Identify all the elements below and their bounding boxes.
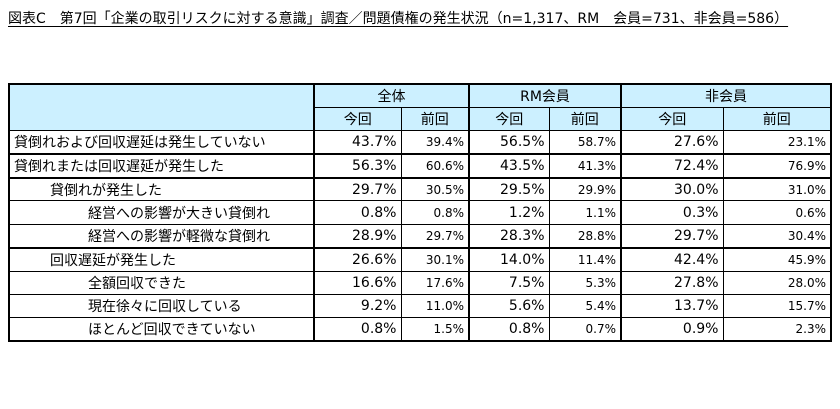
value-cell: 28.0% <box>722 270 832 296</box>
value-cell: 27.8% <box>620 270 724 296</box>
value-cell: 42.4% <box>620 246 724 272</box>
value-cell: 56.5% <box>468 130 550 155</box>
value-cell: 30.4% <box>722 223 832 249</box>
value-cell: 0.8% <box>400 200 470 225</box>
value-cell: 0.3% <box>620 200 724 225</box>
value-cell: 29.7% <box>400 223 470 249</box>
value-cell: 1.1% <box>548 200 622 225</box>
value-cell: 15.7% <box>722 294 832 319</box>
value-cell: 26.6% <box>313 246 402 272</box>
data-row: 回収遅延が発生した 26.6% 30.1% 14.0% 11.4% 42.4% 45.9% <box>8 246 832 272</box>
sub-header: 前回 <box>722 106 832 132</box>
value-cell: 28.3% <box>468 223 550 249</box>
row-label: 全額回収できた <box>8 270 315 296</box>
value-cell: 5.6% <box>468 294 550 319</box>
value-cell: 28.8% <box>548 223 622 249</box>
table: 全体 RM会員 非会員 今回 前回 今回 前回 今回 前回 貸倒れおよび回収遅延は発生していない… <box>8 83 832 343</box>
value-cell: 41.3% <box>548 153 622 179</box>
row-label: 現在徐々に回収している <box>8 294 315 319</box>
value-cell: 30.5% <box>400 176 470 202</box>
value-cell: 60.6% <box>400 153 470 179</box>
value-cell: 9.2% <box>313 294 402 319</box>
row-label: 貸倒れが発生した <box>8 176 315 202</box>
data-row: 貸倒れおよび回収遅延は発生していない 43.7% 39.4% 56.5% 58.7% 27… <box>8 130 832 155</box>
group-header: 全体 <box>313 83 470 108</box>
value-cell: 39.4% <box>400 130 470 155</box>
value-cell: 29.5% <box>468 176 550 202</box>
value-cell: 29.7% <box>620 223 724 249</box>
value-cell: 30.0% <box>620 176 724 202</box>
value-cell: 43.5% <box>468 153 550 179</box>
sub-header: 今回 <box>620 106 724 132</box>
value-cell: 45.9% <box>722 246 832 272</box>
header-row: 今回 前回 今回 前回 今回 前回 <box>9 106 832 132</box>
group-header: RM会員 <box>468 83 622 108</box>
value-cell: 58.7% <box>548 130 622 155</box>
sub-header: 前回 <box>548 106 622 132</box>
value-cell: 56.3% <box>313 153 402 179</box>
value-cell: 72.4% <box>620 153 724 179</box>
value-cell: 29.7% <box>313 176 402 202</box>
value-cell: 1.5% <box>400 317 470 342</box>
group-header: 非会員 <box>620 83 832 108</box>
row-label: 経営への影響が軽微な貸倒れ <box>8 223 315 249</box>
value-cell: 17.6% <box>400 270 470 296</box>
value-cell: 23.1% <box>722 130 832 155</box>
row-label: 経営への影響が大きい貸倒れ <box>8 200 315 225</box>
data-row: 貸倒れが発生した 29.7% 30.5% 29.5% 29.9% 30.0% 31.0% <box>8 176 832 202</box>
value-cell: 11.4% <box>548 246 622 272</box>
value-cell: 0.9% <box>620 317 724 342</box>
value-cell: 0.8% <box>468 317 550 342</box>
value-cell: 2.3% <box>722 317 832 342</box>
value-cell: 31.0% <box>722 176 832 202</box>
data-row: 全額回収できた 16.6% 17.6% 7.5% 5.3% 27.8% 28.0% <box>8 270 832 296</box>
data-row: 経営への影響が軽微な貸倒れ 28.9% 29.7% 28.3% 28.8% 29.7% 30… <box>8 223 832 249</box>
value-cell: 11.0% <box>400 294 470 319</box>
value-cell: 43.7% <box>313 130 402 155</box>
value-cell: 0.7% <box>548 317 622 342</box>
header-row: 全体 RM会員 非会員 <box>8 83 832 132</box>
value-cell: 28.9% <box>313 223 402 249</box>
value-cell: 0.8% <box>313 200 402 225</box>
corner-cell <box>8 83 315 132</box>
value-cell: 30.1% <box>400 246 470 272</box>
value-cell: 27.6% <box>620 130 724 155</box>
value-cell: 5.3% <box>548 270 622 296</box>
data-row: ほとんど回収できていない 0.8% 1.5% 0.8% 0.7% 0.9% 2.3% <box>8 317 832 342</box>
row-label: 回収遅延が発生した <box>8 246 315 272</box>
sub-header: 前回 <box>400 106 470 132</box>
row-label: 貸倒れまたは回収遅延が発生した <box>8 153 315 179</box>
row-label: 貸倒れおよび回収遅延は発生していない <box>8 130 315 155</box>
value-cell: 0.6% <box>722 200 832 225</box>
data-row: 経営への影響が大きい貸倒れ 0.8% 0.8% 1.2% 1.1% 0.3% 0.6% <box>8 200 832 225</box>
row-label: ほとんど回収できていない <box>8 317 315 342</box>
value-cell: 1.2% <box>468 200 550 225</box>
sub-header: 今回 <box>313 106 402 132</box>
sub-header: 今回 <box>468 106 550 132</box>
value-cell: 16.6% <box>313 270 402 296</box>
data-row: 現在徐々に回収している 9.2% 11.0% 5.6% 5.4% 13.7% 15.7% <box>8 294 832 319</box>
value-cell: 5.4% <box>548 294 622 319</box>
value-cell: 0.8% <box>313 317 402 342</box>
value-cell: 14.0% <box>468 246 550 272</box>
value-cell: 76.9% <box>722 153 832 179</box>
value-cell: 29.9% <box>548 176 622 202</box>
value-cell: 7.5% <box>468 270 550 296</box>
data-row: 貸倒れまたは回収遅延が発生した 56.3% 60.6% 43.5% 41.3% 72.4%… <box>8 153 832 179</box>
title: 図表C 第7回「企業の取引リスクに対する意識」調査／問題債権の発生状況（n=1,… <box>8 11 789 27</box>
value-cell: 13.7% <box>620 294 724 319</box>
